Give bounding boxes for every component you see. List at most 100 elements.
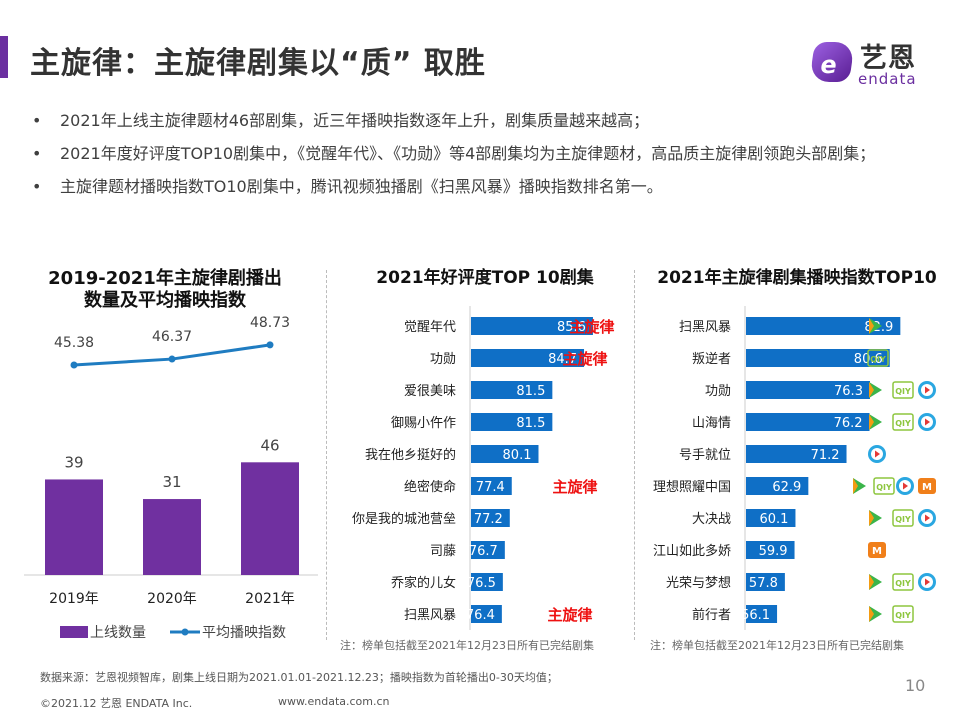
youku-icon xyxy=(918,573,936,591)
mango-tv-icon: M xyxy=(868,542,886,558)
bar-爱很美味 xyxy=(471,381,553,399)
bar-号手就位 xyxy=(746,445,847,463)
legend-bar-swatch xyxy=(60,626,88,638)
bar-value-label: 84.7 xyxy=(548,352,577,367)
logo-mark-icon: e xyxy=(809,42,855,82)
youku-icon xyxy=(918,509,936,527)
chart1-title: 2019-2021年主旋律剧播出 数量及平均播映指数 xyxy=(30,268,300,312)
bullet-dot-icon: • xyxy=(32,111,42,130)
tencent-shape xyxy=(869,414,874,430)
tencent-shape xyxy=(869,382,874,398)
title-accent-bar xyxy=(0,36,8,78)
chart2-title: 2021年好评度TOP 10剧集 xyxy=(376,268,594,288)
youku-play xyxy=(925,418,930,426)
mango-text: M xyxy=(872,546,882,557)
chart1-combo-chart: 39 2019年 31 2020年 46 2021年 45.38 46.37 48.73 上线数量… xyxy=(24,315,318,641)
category-label: 大决战 xyxy=(692,512,731,527)
bar-乔家的儿女 xyxy=(471,573,503,591)
iqiyi-text: QIY xyxy=(895,611,911,620)
bar-2020年 xyxy=(143,499,201,575)
category-label: 扫黑风暴 xyxy=(679,320,731,335)
bar-光荣与梦想 xyxy=(746,573,785,591)
iqiyi-frame xyxy=(892,381,914,399)
bar-value-label: 31 xyxy=(162,473,181,491)
category-label: 爱很美味 xyxy=(404,384,456,399)
category-label: 扫黑风暴 xyxy=(404,608,456,623)
bullet-item: • 主旋律题材播映指数TO10剧集中，腾讯视频独播剧《扫黑风暴》播映指数排名第一… xyxy=(30,176,910,198)
bar-你是我的城池营垒 xyxy=(471,509,510,527)
tencent-shape xyxy=(869,414,882,430)
bar-value-label: 71.2 xyxy=(811,448,840,463)
bar-value-label: 76.5 xyxy=(467,576,496,591)
iqiyi-icon: QIY xyxy=(892,413,914,431)
avg-index-point xyxy=(266,341,274,349)
logo-chinese-text: 艺恩 xyxy=(860,43,916,74)
bullet-dot-icon: • xyxy=(32,144,42,163)
mango-text: M xyxy=(922,482,932,493)
category-label: 叛逆者 xyxy=(692,351,731,367)
tencent-shape xyxy=(853,478,858,494)
youku-icon xyxy=(868,445,886,463)
youku-icon xyxy=(896,477,914,495)
avg-index-point xyxy=(70,361,78,369)
iqiyi-text: QIY xyxy=(870,355,886,364)
iqiyi-frame xyxy=(892,509,914,527)
bar-value-label: 59.9 xyxy=(759,544,788,559)
iqiyi-text: QIY xyxy=(895,579,911,588)
legend-line-label: 平均播映指数 xyxy=(202,625,286,641)
youku-icon xyxy=(918,413,936,431)
logo-english-text: endata xyxy=(858,70,917,88)
youku-play xyxy=(925,386,930,394)
website-link[interactable]: www.endata.com.cn xyxy=(278,695,390,708)
tencent-video-icon xyxy=(869,382,882,398)
bar-功勋 xyxy=(746,381,870,399)
endata-logo: e 艺恩 endata xyxy=(809,36,932,90)
youku-play xyxy=(903,482,908,490)
iqiyi-icon: QIY xyxy=(892,381,914,399)
bar-御赐小仵作 xyxy=(471,413,553,431)
chart3-index-top10: 扫黑风暴82.9叛逆者80.6QIY功勋76.3QIY山海情76.2QIY号手就… xyxy=(653,306,936,630)
category-label: 功勋 xyxy=(430,352,456,367)
bar-value-label: 81.5 xyxy=(516,416,545,431)
category-label: 理想照耀中国 xyxy=(653,479,731,495)
category-label: 山海情 xyxy=(692,416,731,431)
iqiyi-frame xyxy=(892,413,914,431)
category-label: 号手就位 xyxy=(679,448,731,463)
tencent-shape xyxy=(869,606,882,622)
iqiyi-icon: QIY xyxy=(892,509,914,527)
panel-divider xyxy=(634,270,635,640)
bar-扫黑风暴 xyxy=(471,605,502,623)
tencent-shape xyxy=(869,510,882,526)
category-label: 光荣与梦想 xyxy=(666,575,731,591)
iqiyi-icon: QIY xyxy=(873,477,895,495)
bar-value-label: 81.5 xyxy=(516,384,545,399)
panel-divider xyxy=(326,270,327,640)
bar-value-label: 46 xyxy=(260,436,279,454)
tencent-video-icon xyxy=(869,510,882,526)
bar-叛逆者 xyxy=(746,349,890,367)
bar-value-label: 39 xyxy=(64,453,83,471)
category-label: 我在他乡挺好的 xyxy=(365,447,456,463)
bar-value-label: 77.2 xyxy=(474,512,503,527)
bar-司藤 xyxy=(471,541,505,559)
youku-play xyxy=(925,514,930,522)
tencent-shape xyxy=(869,318,874,334)
category-label: 你是我的城池营垒 xyxy=(352,511,456,527)
mainstream-tag: 主旋律 xyxy=(562,350,607,368)
tencent-video-icon xyxy=(869,318,882,334)
tencent-shape xyxy=(853,478,866,494)
tencent-video-icon xyxy=(853,478,866,494)
bar-理想照耀中国 xyxy=(746,477,809,495)
iqiyi-text: QIY xyxy=(895,515,911,524)
tencent-shape xyxy=(869,574,874,590)
bar-江山如此多娇 xyxy=(746,541,795,559)
bar-value-label: 57.8 xyxy=(749,576,778,591)
bullet-text: 主旋律题材播映指数TO10剧集中，腾讯视频独播剧《扫黑风暴》播映指数排名第一。 xyxy=(60,177,663,196)
legend-line-marker xyxy=(181,628,189,636)
mango-tv-icon: M xyxy=(918,478,936,494)
bullet-item: • 2021年度好评度TOP10剧集中，《觉醒年代》、《功勋》等4部剧集均为主旋… xyxy=(30,143,890,165)
data-source-note: 数据来源：艺恩视频智库，剧集上线日期为2021.01.01-2021.12.23… xyxy=(40,671,558,684)
bar-value-label: 76.7 xyxy=(469,544,498,559)
iqiyi-text: QIY xyxy=(895,387,911,396)
tencent-shape xyxy=(869,382,882,398)
